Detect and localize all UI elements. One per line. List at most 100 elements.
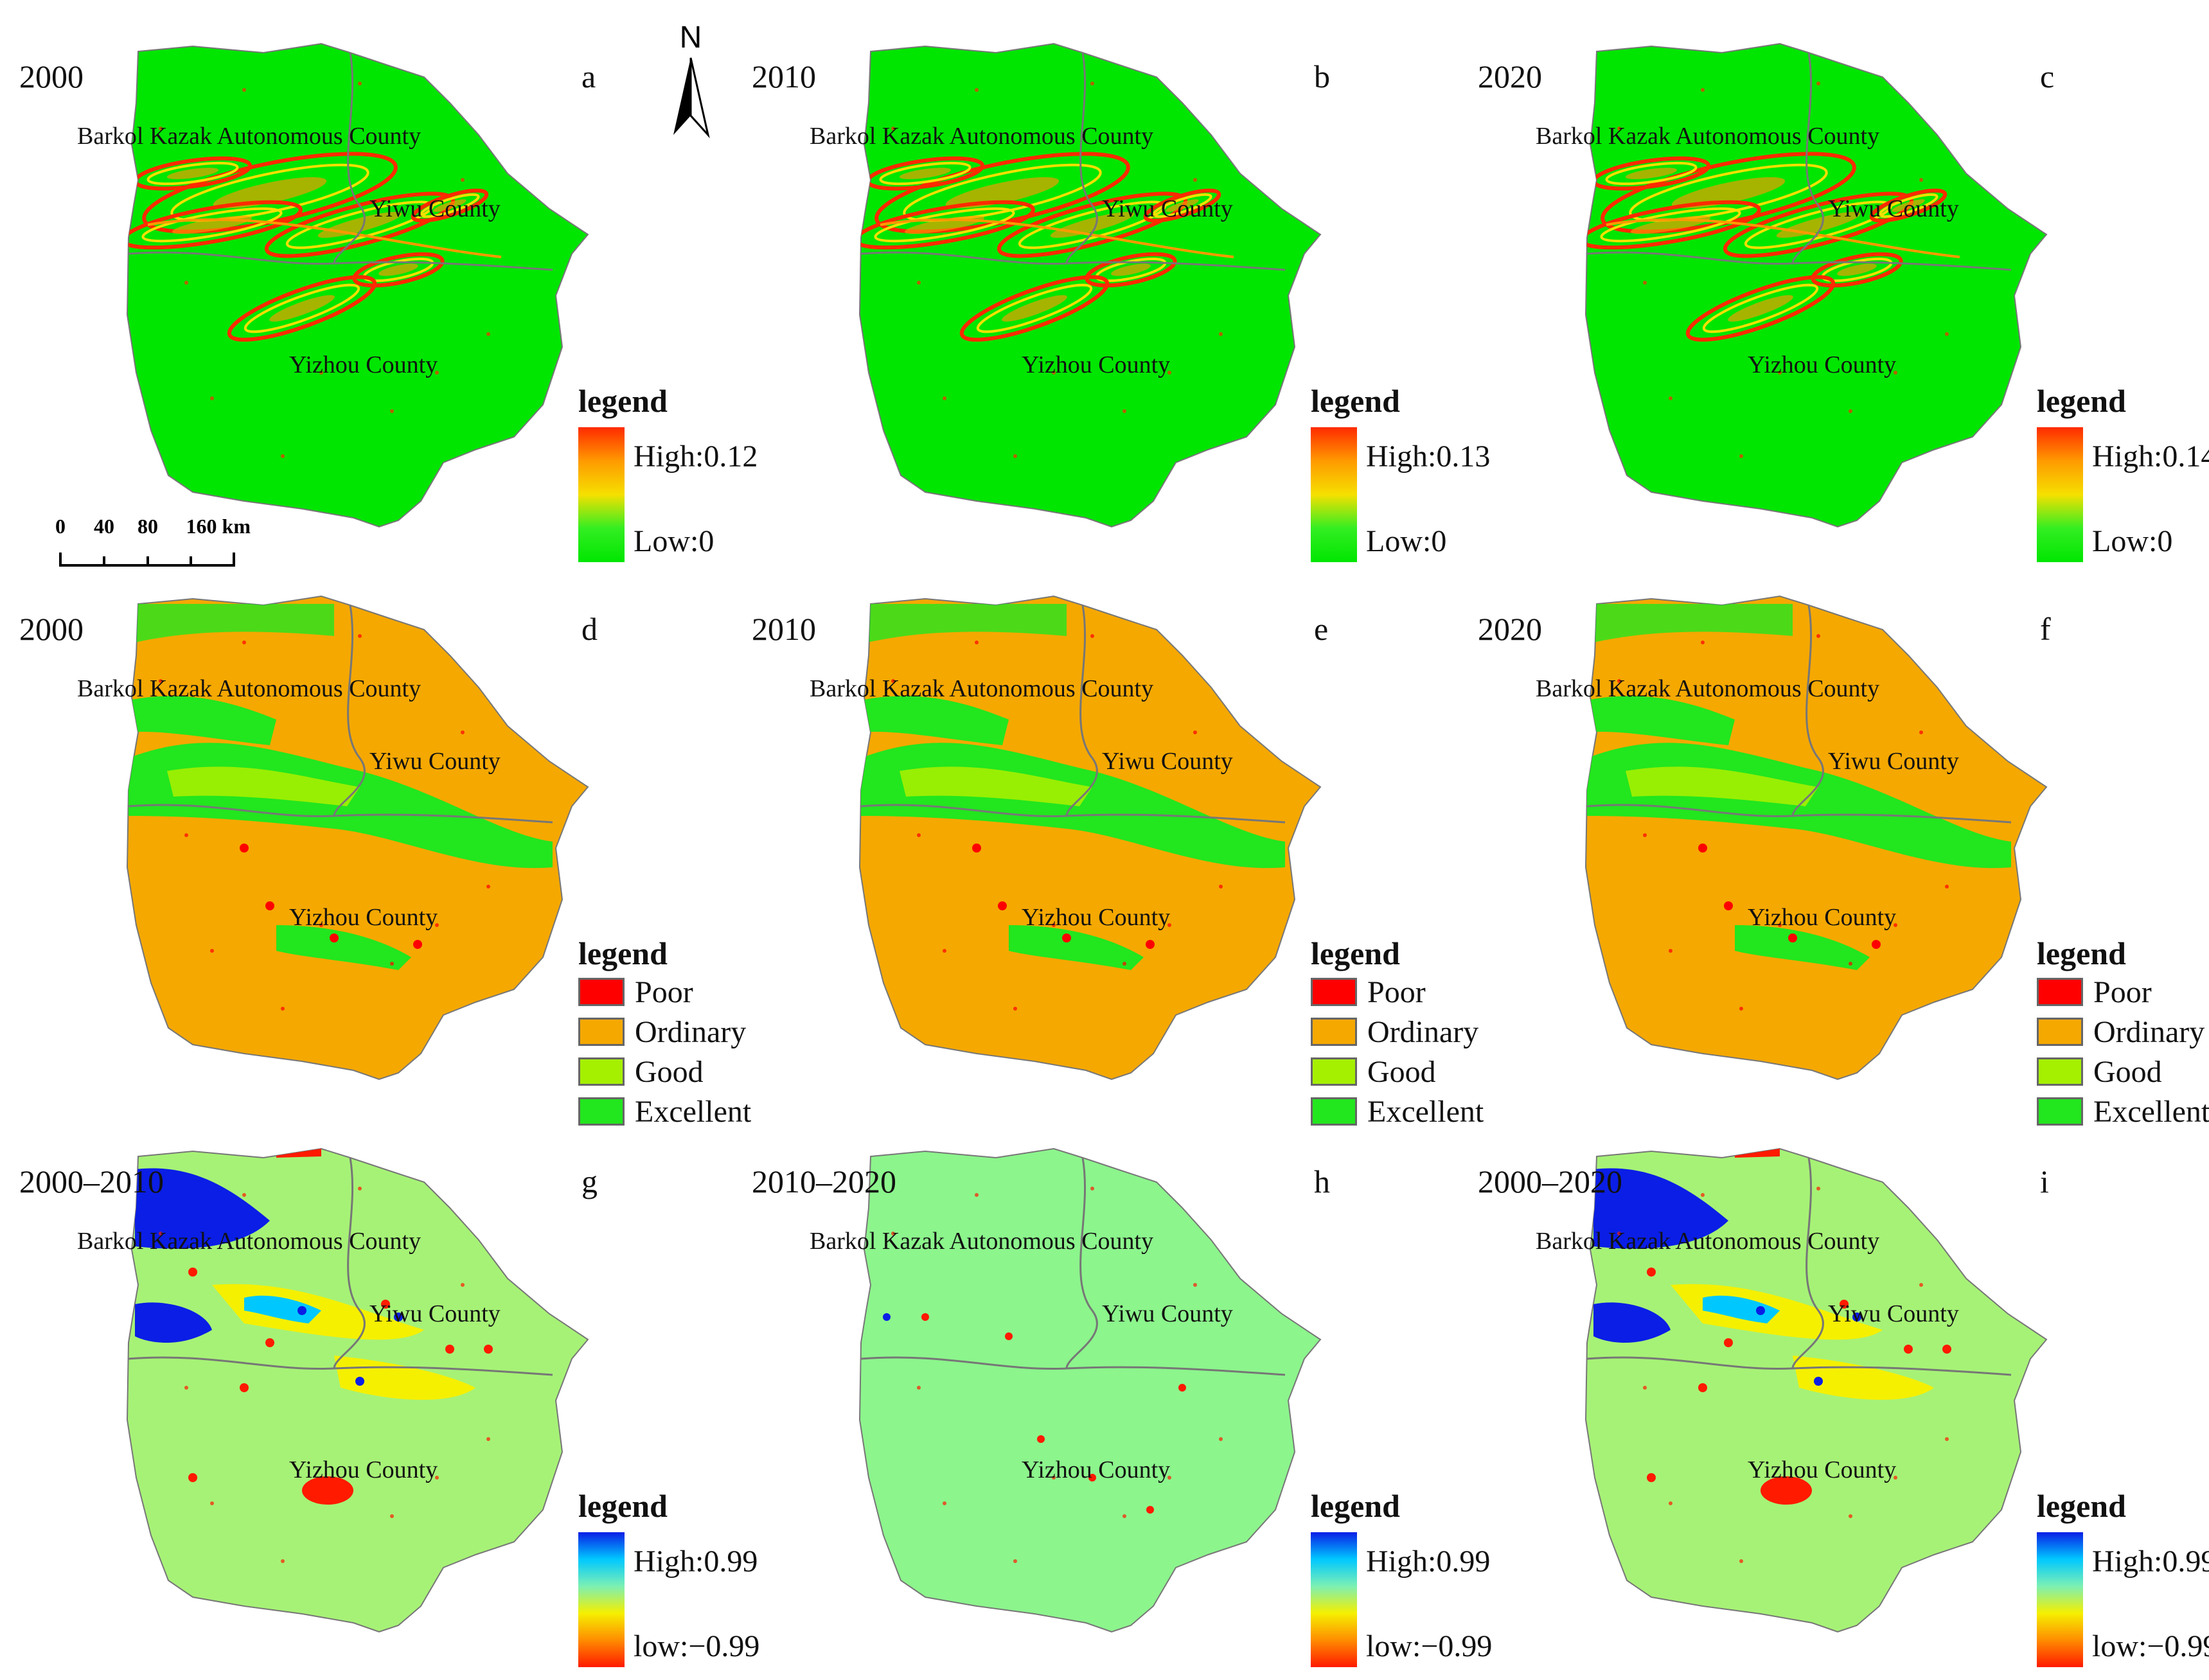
change-spot [1005,1332,1013,1340]
scatter-dot [1739,1559,1743,1563]
scatter-dot [358,634,362,638]
label-yizhou: Yizhou County [1748,1456,1897,1483]
legend-color-ramp [1311,1532,1357,1667]
hotspot-core [1111,263,1151,276]
scatter-dot [184,281,188,285]
legend-label: Ordinary [1367,1014,1479,1049]
scale-tick-0: 0 [55,515,66,538]
scatter-dot [319,923,323,927]
legend-color-ramp [2037,1532,2083,1667]
label-yiwu: Yiwu County [369,1300,501,1327]
class-excellent-zone [1735,925,1870,970]
hotspot-ring [141,207,283,243]
change-spot [883,1313,891,1321]
legend-low-label: low:−0.99 [1366,1629,1493,1663]
scatter-dot [281,1007,285,1011]
scatter-dot [390,962,394,966]
panel-letter: f [2040,611,2051,647]
hotspot-core [213,177,327,209]
scatter-dot [975,1193,979,1197]
scatter-dot [358,1187,362,1190]
class-good-zone [1626,766,1818,806]
map-panel-g: 2000–2010 g Barkol Kazak Autonomous County… [0,1118,759,1667]
hotspot-ring [127,200,303,250]
hotspot-core [269,295,335,322]
panel-year: 2000–2020 [1478,1163,1622,1199]
label-yizhou: Yizhou County [289,351,438,378]
legend-d: legend Poor Ordinary Good Excellent [578,935,751,1131]
hotspot-ring [411,188,489,223]
legend-item-ordinary: Ordinary [2037,1012,2209,1052]
change-mid-zone [1703,1295,1780,1323]
scatter-dot [1701,88,1705,92]
hotspot-core [1892,199,1925,212]
scatter-dot [1669,396,1672,400]
legend-label: Poor [1367,975,1426,1009]
scatter-dot [390,1514,394,1518]
label-yiwu: Yiwu County [369,748,501,775]
legend-title: legend [2037,1488,2126,1524]
legend-swatch [578,1018,625,1046]
legend-color-ramp [578,1532,625,1667]
scatter-dot [210,949,214,953]
class-excellent-zone [129,696,276,745]
change-spot [1698,1383,1707,1392]
change-spot [1088,1474,1096,1481]
change-spot [1146,1506,1154,1514]
class-poor-spot [1724,901,1733,910]
legend-title: legend [578,935,668,971]
panel-year: 2010–2020 [752,1163,896,1199]
hotspot-ring [244,283,360,333]
scatter-dot [486,332,490,336]
scatter-dot [891,679,895,683]
scatter-dot [1052,923,1056,927]
hotspot-ring [1878,193,1938,218]
scatter-dot [943,949,946,953]
change-spot [1852,1313,1861,1322]
scatter-dot [1669,1501,1672,1505]
legend-item-good: Good [578,1052,751,1092]
change-spot [921,1313,929,1321]
legend-swatch [578,1057,625,1086]
hotspot-ring [1152,193,1212,218]
map-b [858,42,1322,528]
hotspot-ring [1869,188,1947,223]
scatter-dot [1778,923,1782,927]
map-h [858,1147,1322,1633]
scatter-dot [159,127,163,130]
hotspot-ring [227,275,377,342]
class-excellent-zone [861,696,1009,745]
legend-i: legend High:0.99 low:−0.99 [2037,1487,2209,1680]
legend-item-poor: Poor [578,972,751,1012]
scatter-dot [1849,1514,1852,1518]
change-loss-zone [302,1476,353,1505]
scatter-dot [319,1476,323,1480]
legend-h: legend High:0.99 low:−0.99 [1311,1487,1492,1680]
change-loss-zone [276,1149,321,1158]
scatter-dot [1090,1187,1094,1190]
legend-high-label: High:0.12 [634,439,758,473]
scatter-dot [1617,127,1621,130]
scatter-dot [1193,730,1197,734]
scale-tick-160: 160 km [186,515,251,538]
scatter-dot [159,679,163,683]
legend-label: Poor [635,975,693,1009]
scatter-dot [1849,409,1852,413]
panel-year: 2020 [1478,611,1542,647]
legend-swatch [578,978,625,1006]
change-spot [394,1313,403,1322]
scale-tick-40: 40 [94,515,114,538]
map-g [126,1147,589,1633]
scatter-dot [242,88,246,92]
scatter-dot [917,1386,921,1390]
change-spot [1942,1345,1951,1354]
legend-label: Good [2093,1054,2162,1089]
class-excellent-zone [135,604,334,642]
legend-title: legend [1311,1488,1400,1524]
county-boundary [1791,52,1824,264]
legend-label: Good [1367,1054,1436,1089]
legend-label: Ordinary [635,1014,747,1049]
legend-swatch [2037,978,2083,1006]
hotspot-ring [1723,191,1914,258]
legend-swatch [1311,1057,1357,1086]
